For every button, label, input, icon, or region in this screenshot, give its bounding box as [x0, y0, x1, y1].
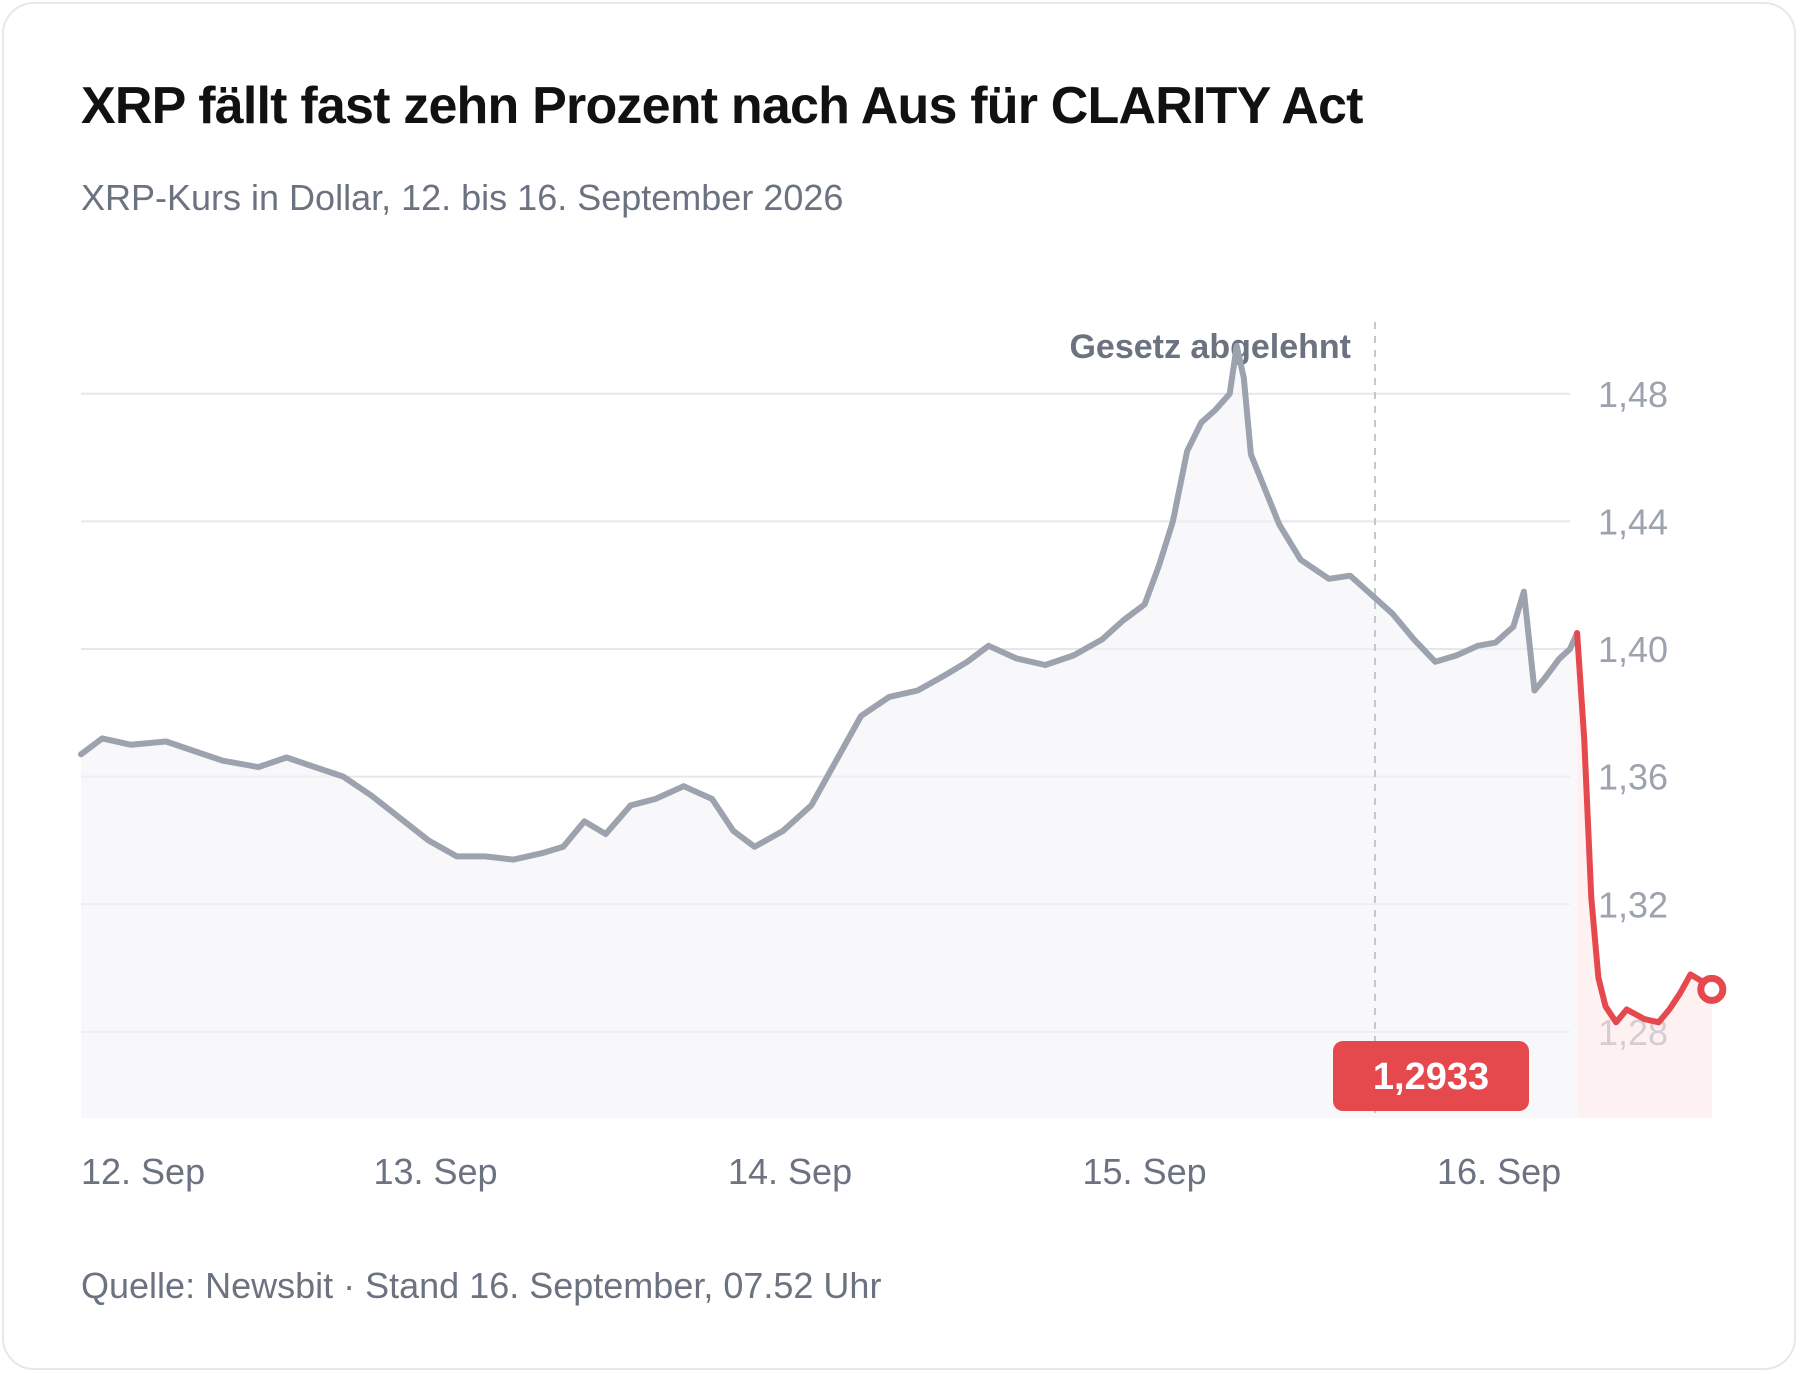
x-tick-label: 15. Sep	[1083, 1151, 1207, 1192]
last-value-badge	[1333, 1041, 1529, 1111]
area-before	[81, 346, 1578, 1118]
y-tick-label: 1,32	[1598, 884, 1668, 925]
source-note: Quelle: Newsbit · Stand 16. September, 0…	[81, 1265, 882, 1306]
annotation-layer: Gesetz abgelehnt	[1069, 322, 1377, 1118]
area-layer	[81, 346, 1712, 1118]
area-after	[1577, 633, 1712, 1118]
series-line-before	[78, 343, 1581, 863]
y-tick-label: 1,36	[1598, 757, 1668, 798]
last-value-label: 1,2933	[1373, 1056, 1489, 1098]
x-tick-label: 14. Sep	[728, 1151, 852, 1192]
x-tick-label: 12. Sep	[81, 1151, 205, 1192]
y-tick-label: 1,44	[1598, 501, 1668, 542]
chart-subtitle: XRP-Kurs in Dollar, 12. bis 16. Septembe…	[81, 177, 844, 218]
x-tick-label: 16. Sep	[1437, 1151, 1561, 1192]
y-tick-label: 1,48	[1598, 374, 1668, 415]
series-line-after	[1574, 630, 1715, 1026]
chart-title: XRP fällt fast zehn Prozent nach Aus für…	[81, 77, 1363, 135]
label-layer: 12. Sep 13. Sep 14. Sep 15. Sep 16. Sep 1,293…	[81, 1041, 1561, 1192]
last-point-marker	[1697, 974, 1727, 1004]
y-tick-label: 1,40	[1598, 629, 1668, 670]
x-tick-label: 13. Sep	[373, 1151, 497, 1192]
line-layer	[78, 343, 1727, 1026]
annotation-label: Gesetz abgelehnt	[1069, 328, 1351, 366]
